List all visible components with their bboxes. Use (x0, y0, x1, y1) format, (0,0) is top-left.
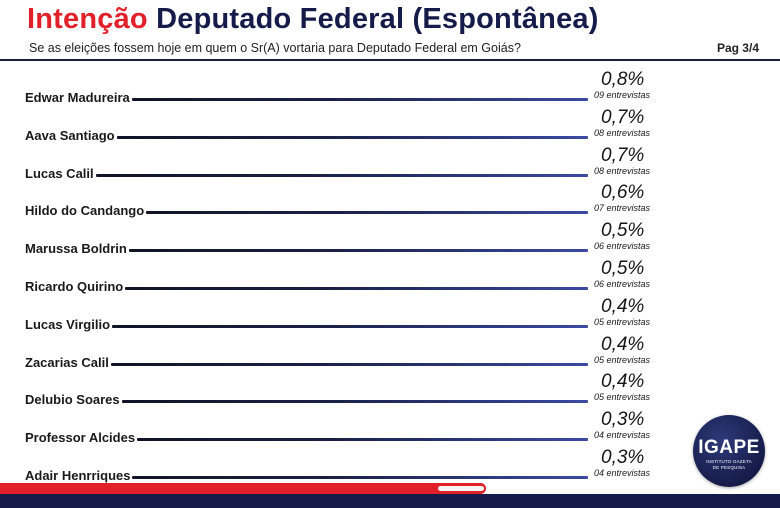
candidate-name: Delubio Soares (25, 392, 124, 408)
percent-label: 0,5% (601, 220, 645, 242)
leader-line (129, 249, 588, 253)
chart-row: Delubio Soares 0,4% 05 entrevistas (0, 372, 780, 410)
leader-line (132, 98, 588, 101)
percent-label: 0,7% (601, 144, 645, 166)
interview-count: 06 entrevistas (594, 279, 651, 289)
footer-highlight (438, 486, 484, 491)
chart-row: Marussa Boldrin 0,5% 06 entrevistas (0, 221, 780, 259)
leader-line (111, 362, 588, 366)
percent-label: 0,4% (601, 295, 645, 317)
candidate-name: Zacarias Calil (25, 354, 113, 370)
candidate-name: Ricardo Quirino (25, 279, 128, 294)
logo-tagline-1: INSTITUTO GAZETA (706, 459, 752, 464)
percent-label: 0,3% (601, 409, 645, 431)
leader-line (112, 324, 588, 328)
interview-count: 05 entrevistas (594, 392, 651, 403)
header-divider (0, 59, 780, 61)
interview-count: 08 entrevistas (594, 165, 651, 176)
candidate-name: Hildo do Candango (25, 203, 149, 219)
percent-label: 0,8% (601, 69, 645, 90)
igape-logo: IGAPE INSTITUTO GAZETA DE PESQUISA (693, 415, 765, 487)
candidate-name: Lucas Virgilio (25, 316, 115, 332)
interview-count: 07 entrevistas (594, 203, 651, 214)
footer-red-band (0, 483, 434, 494)
percent-label: 0,4% (601, 333, 645, 355)
candidate-name: Professor Alcides (25, 430, 140, 446)
candidate-name: Aava Santiago (25, 127, 119, 143)
percent-label: 0,7% (601, 106, 645, 128)
leader-line (96, 173, 588, 177)
interview-count: 06 entrevistas (594, 241, 651, 252)
chart-row: Ricardo Quirino 0,5% 06 entrevistas (0, 259, 780, 297)
chart-row: Lucas Virgilio 0,4% 05 entrevistas (0, 295, 780, 335)
page-indicator: Pag 3/4 (716, 41, 759, 55)
percent-label: 0,4% (601, 371, 645, 393)
chart-row: Professor Alcides 0,3% 04 entrevistas (0, 410, 780, 448)
interview-count: 04 entrevistas (594, 468, 651, 478)
leader-line (122, 400, 588, 404)
interview-count: 08 entrevistas (594, 127, 651, 138)
page-title: Intenção Deputado Federal (Espontânea) (27, 3, 599, 36)
logo-tagline-2: DE PESQUISA (712, 465, 746, 470)
interview-count: 05 entrevistas (594, 316, 651, 327)
leader-line (146, 211, 588, 215)
chart-row: Lucas Calil 0,7% 08 entrevistas (0, 144, 780, 184)
candidate-name: Edwar Madureira (25, 90, 134, 105)
chart-row: Aava Santiago 0,7% 08 entrevistas (0, 106, 780, 146)
interview-count: 04 entrevistas (594, 430, 651, 441)
chart-row: Hildo do Candango 0,6% 07 entrevistas (0, 183, 780, 221)
leader-line (137, 438, 588, 442)
title-main: Deputado Federal (Espontânea) (156, 3, 599, 35)
percent-label: 0,5% (601, 258, 645, 279)
percent-label: 0,3% (601, 447, 645, 468)
chart-row: Edwar Madureira 0,8% 09 entrevistas (0, 70, 780, 108)
chart-row: Adair Henrriques 0,3% 04 entrevistas (0, 448, 780, 486)
chart-row: Zacarias Calil 0,4% 05 entrevistas (0, 333, 780, 373)
interview-count: 05 entrevistas (594, 354, 651, 365)
survey-question: Se as eleições fossem hoje em quem o Sr(… (29, 41, 521, 55)
candidate-name: Adair Henrriques (25, 468, 135, 483)
leader-line (132, 476, 588, 479)
title-highlight: Intenção (27, 3, 148, 35)
footer-navy-band (0, 494, 780, 508)
interview-count: 09 entrevistas (594, 90, 651, 100)
leader-line (125, 287, 588, 290)
candidate-name: Marussa Boldrin (25, 241, 131, 257)
percent-label: 0,6% (601, 182, 645, 204)
candidate-name: Lucas Calil (25, 165, 98, 181)
leader-line (117, 135, 588, 139)
logo-wordmark: IGAPE (698, 437, 760, 458)
